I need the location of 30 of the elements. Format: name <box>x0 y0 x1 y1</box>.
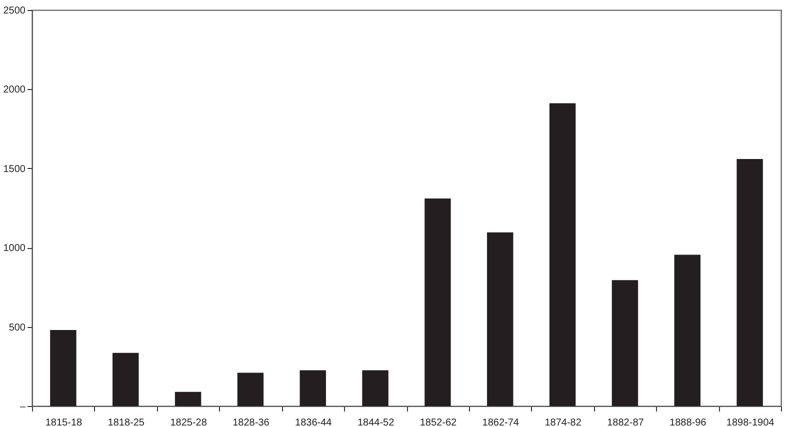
bar <box>362 370 388 406</box>
bar <box>174 392 202 406</box>
x-tick-label: 1836-44 <box>295 418 332 427</box>
x-tick-label: 1852-62 <box>420 418 457 427</box>
bar <box>612 280 638 406</box>
x-tick-label: 1888-96 <box>670 418 707 427</box>
bar <box>112 352 139 406</box>
x-tick-label: 1825-28 <box>170 418 208 427</box>
x-tick-label: 1874-82 <box>544 418 582 427</box>
y-tick-label: 1500 <box>3 164 26 175</box>
y-tick-label: 500 <box>8 322 26 334</box>
x-tick-label: 1818-25 <box>108 418 145 427</box>
x-tick-label: 1882-87 <box>607 418 644 427</box>
bar <box>487 232 514 406</box>
bar <box>237 372 264 406</box>
bar <box>549 103 576 406</box>
y-tick-label: 2500 <box>3 6 26 16</box>
y-tick-label: 1000 <box>3 243 26 254</box>
x-tick-label: 1815-18 <box>45 418 82 427</box>
x-tick-label: 1828-36 <box>232 418 270 427</box>
bar <box>50 330 76 406</box>
bar <box>674 254 700 406</box>
x-tick-label: 1898-1904 <box>726 418 775 427</box>
bar <box>424 198 451 406</box>
x-tick-label: 1862-74 <box>482 418 520 427</box>
bar <box>736 159 763 406</box>
y-tick-label: – <box>20 402 26 412</box>
x-tick-label: 1844-52 <box>357 418 395 427</box>
bar <box>300 370 326 406</box>
y-tick-label: 2000 <box>3 84 26 96</box>
